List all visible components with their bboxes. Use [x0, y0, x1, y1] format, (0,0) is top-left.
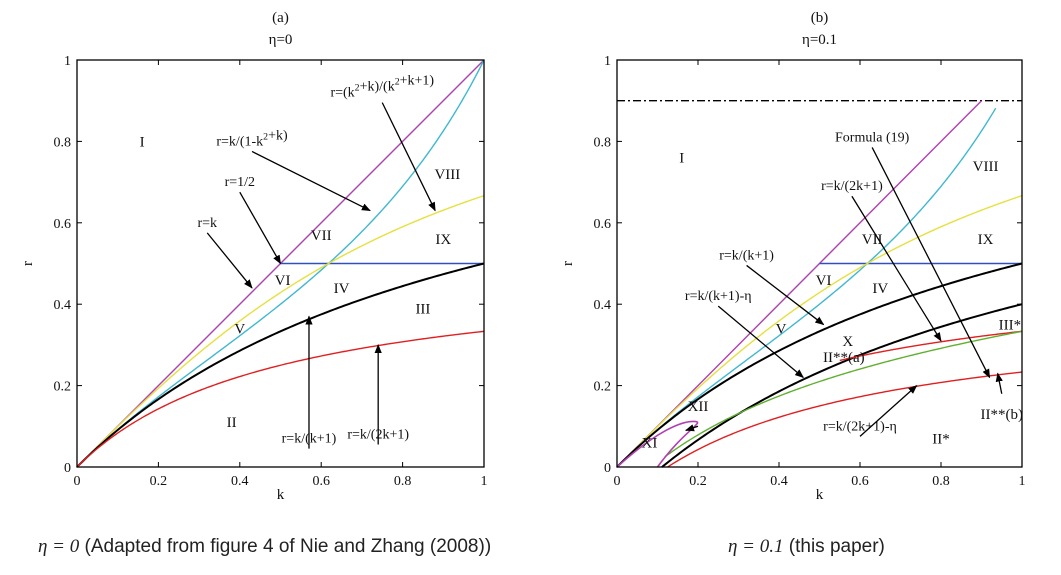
- series-line: [667, 371, 1023, 468]
- caption-left-text: (Adapted from figure 4 of Nie and Zhang …: [79, 536, 492, 557]
- region-label: III*: [999, 318, 1022, 334]
- series-line: [839, 330, 1023, 362]
- region-label: V: [776, 322, 787, 338]
- region-label: IV: [334, 281, 350, 297]
- region-label: V: [234, 322, 245, 338]
- x-tick-label: 1: [1019, 474, 1026, 489]
- region-label: III: [415, 301, 430, 317]
- caption-right-eta: η = 0.1: [728, 536, 784, 557]
- y-tick-label: 0.6: [54, 217, 72, 232]
- annotation-label: r=k/(1-k2+k): [216, 128, 288, 149]
- annotation-arrow: [995, 372, 1003, 394]
- y-tick-label: 0.8: [594, 135, 612, 150]
- annotation-label: r=(k2+k)/(k2+k+1): [330, 74, 434, 101]
- series-line: [616, 100, 982, 468]
- annotation-arrow: [717, 305, 804, 379]
- region-label: VI: [275, 273, 291, 289]
- region-label: VI: [816, 273, 832, 289]
- annotation-label: Formula (19): [835, 130, 910, 145]
- series-line: [76, 59, 485, 468]
- annotation-label: r=k: [197, 216, 217, 231]
- axes-frame: [76, 59, 485, 468]
- series-line: [76, 330, 485, 468]
- region-label: I: [679, 151, 684, 167]
- chart-title: η=0: [269, 32, 293, 48]
- loop-curve: [616, 420, 699, 468]
- series-line: [616, 262, 1023, 468]
- region-label: II*: [932, 432, 950, 448]
- series-line: [76, 262, 485, 468]
- caption-right-text: (this paper): [783, 536, 885, 557]
- annotation-arrow: [206, 232, 253, 289]
- region-label: IX: [978, 232, 994, 248]
- region-label: I: [140, 134, 145, 150]
- panel-b-chart: (b)η=0.10 0.2 0.4 0.6 0.8 100.20.40.60.81krII…: [560, 10, 1026, 503]
- x-tick-label: 0.4: [231, 474, 249, 489]
- x-tick-label: 0: [74, 474, 81, 489]
- series-line: [664, 330, 1023, 458]
- x-tick-label: 1: [481, 474, 488, 489]
- x-tick-label: 0.6: [851, 474, 869, 489]
- annotation-arrow: [851, 195, 942, 342]
- annotation-arrow: [239, 191, 282, 265]
- region-label: VII: [862, 232, 883, 248]
- axes-frame: [616, 59, 1023, 468]
- y-tick-label: 0.8: [54, 135, 72, 150]
- region-label: VIII: [973, 159, 999, 175]
- series-line: [661, 303, 1023, 468]
- region-label: X: [842, 334, 853, 350]
- y-tick-label: 1: [604, 54, 611, 69]
- chart-title: η=0.1: [802, 32, 837, 48]
- x-axis-label: k: [816, 487, 824, 503]
- series-line: [616, 195, 1023, 468]
- x-axis-label: k: [277, 487, 285, 503]
- annotation-arrow: [859, 384, 918, 437]
- region-label: II**(b): [981, 407, 1023, 423]
- y-tick-label: 1: [64, 54, 71, 69]
- series-line: [76, 195, 485, 468]
- region-label: IV: [872, 281, 888, 297]
- panel-label: (a): [272, 10, 289, 26]
- annotation-arrow: [746, 264, 825, 326]
- x-tick-label: 0.2: [150, 474, 168, 489]
- panel-label: (b): [811, 10, 829, 26]
- y-tick-label: 0: [64, 461, 71, 476]
- y-tick-label: 0.2: [594, 380, 612, 395]
- annotation-label: r=k/(2k+1)-η: [823, 419, 897, 434]
- region-label: II**(a): [823, 350, 865, 366]
- annotation-label: r=k/(2k+1): [821, 179, 883, 194]
- y-tick-label: 0.6: [594, 217, 612, 232]
- region-label: II: [227, 415, 237, 431]
- region-label: XII: [688, 399, 709, 415]
- y-tick-label: 0.4: [54, 298, 72, 313]
- region-label: IX: [435, 232, 451, 248]
- region-label: VIII: [434, 167, 460, 183]
- caption-right: η = 0.1 (this paper): [728, 536, 885, 558]
- y-axis-label: r: [560, 261, 576, 266]
- x-tick-label: 0.8: [932, 474, 950, 489]
- annotation-arrow: [381, 102, 436, 212]
- panel-a-chart: (a)η=00 0.2 0.4 0.6 0.8 100.20.40.60.81krIIII…: [20, 10, 488, 503]
- annotation-label: r=1/2: [225, 175, 255, 190]
- y-axis-label: r: [20, 261, 36, 266]
- y-tick-label: 0.2: [54, 380, 72, 395]
- x-tick-label: 0.2: [689, 474, 707, 489]
- caption-left: η = 0 (Adapted from figure 4 of Nie and …: [38, 536, 491, 558]
- y-tick-label: 0: [604, 461, 611, 476]
- x-tick-label: 0.6: [312, 474, 330, 489]
- region-label: XI: [641, 436, 657, 452]
- annotation-arrow: [251, 150, 371, 212]
- y-tick-label: 0.4: [594, 298, 612, 313]
- x-tick-label: 0: [614, 474, 621, 489]
- annotation-label: r=k/(k+1): [719, 248, 774, 263]
- annotation-arrow: [871, 147, 991, 379]
- region-label: VII: [311, 228, 332, 244]
- annotation-label: r=k/(k+1)-η: [685, 289, 752, 304]
- annotation-arrow: [684, 424, 699, 432]
- x-tick-label: 0.8: [394, 474, 412, 489]
- caption-left-eta: η = 0: [38, 536, 80, 557]
- x-tick-label: 0.4: [770, 474, 788, 489]
